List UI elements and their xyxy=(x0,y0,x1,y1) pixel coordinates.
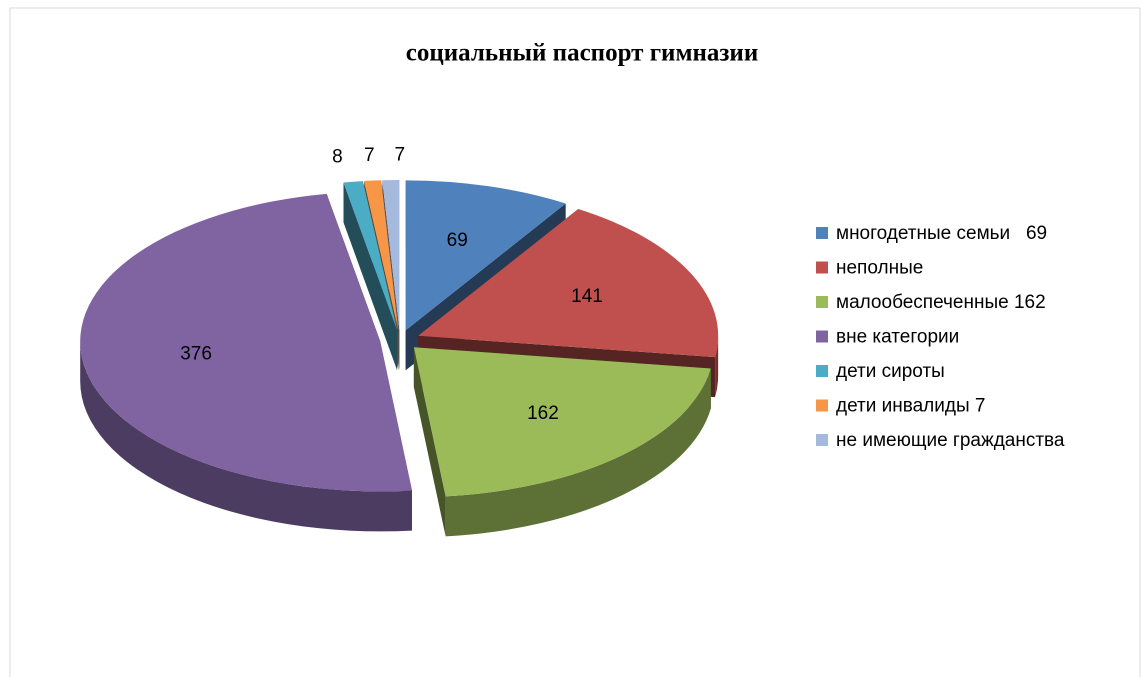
data-label: 141 xyxy=(571,286,603,307)
slice-top xyxy=(418,208,719,358)
slice xyxy=(80,193,412,532)
legend-label: дети сироты xyxy=(836,361,945,382)
legend-swatch xyxy=(816,261,828,274)
slice-wall xyxy=(445,368,711,537)
chart-title: социальный паспорт гимназии xyxy=(406,40,759,67)
legend-swatch xyxy=(816,296,828,308)
data-label: 7 xyxy=(364,145,375,166)
data-label: 69 xyxy=(447,230,468,251)
legend-label: многодетные семьи 69 xyxy=(836,223,1047,244)
legend-swatch xyxy=(816,227,828,239)
legend-label: вне категории xyxy=(836,327,959,348)
legend-swatch xyxy=(816,330,828,343)
legend-swatch xyxy=(816,434,828,446)
data-label: 7 xyxy=(394,145,405,166)
slice-top xyxy=(364,180,399,331)
slice-top xyxy=(413,347,711,497)
slice-top xyxy=(382,180,400,331)
legend-swatch xyxy=(816,399,828,412)
slice-side xyxy=(343,182,398,371)
slice xyxy=(413,347,711,537)
chart-border xyxy=(9,7,1141,677)
slice-wall xyxy=(715,335,719,398)
legend-label: не имеющие гражданства xyxy=(836,430,1065,451)
legend-label: неполные xyxy=(836,258,923,279)
slice xyxy=(343,181,398,371)
slice-side xyxy=(413,347,446,537)
data-label: 8 xyxy=(332,146,343,167)
slice-top xyxy=(80,193,412,492)
legend-label: дети инвалиды 7 xyxy=(836,396,985,417)
slice-top xyxy=(405,180,566,331)
data-label: 376 xyxy=(180,344,212,365)
data-label: 162 xyxy=(527,403,559,424)
slice-wall xyxy=(80,341,412,532)
legend-swatch xyxy=(816,365,828,377)
slice-top xyxy=(343,181,398,331)
legend-label: малообеспеченные 162 xyxy=(836,292,1046,313)
